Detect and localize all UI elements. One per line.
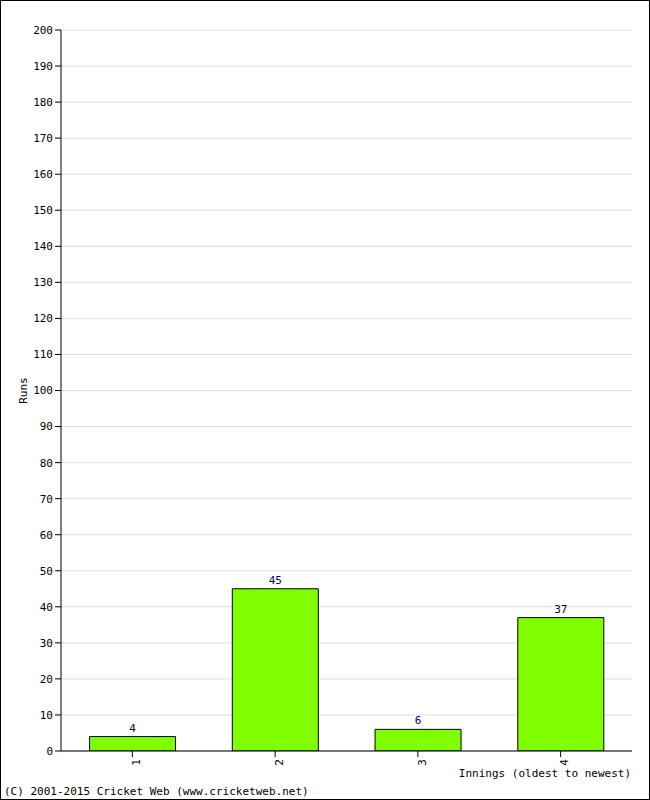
svg-text:90: 90	[40, 420, 53, 433]
svg-text:30: 30	[40, 637, 53, 650]
svg-text:4: 4	[558, 759, 571, 766]
svg-text:160: 160	[33, 168, 53, 181]
svg-text:80: 80	[40, 457, 53, 470]
svg-text:120: 120	[33, 312, 53, 325]
svg-text:70: 70	[40, 493, 53, 506]
svg-text:3: 3	[416, 759, 429, 766]
svg-text:20: 20	[40, 673, 53, 686]
svg-text:180: 180	[33, 96, 53, 109]
svg-text:Runs: Runs	[17, 377, 30, 404]
svg-text:0: 0	[46, 745, 53, 758]
svg-text:6: 6	[415, 714, 422, 727]
svg-text:200: 200	[33, 24, 53, 37]
svg-text:100: 100	[33, 384, 53, 397]
svg-text:130: 130	[33, 276, 53, 289]
svg-text:60: 60	[40, 529, 53, 542]
svg-text:4: 4	[129, 722, 136, 735]
svg-text:10: 10	[40, 709, 53, 722]
svg-text:110: 110	[33, 348, 53, 361]
svg-text:140: 140	[33, 240, 53, 253]
svg-text:2: 2	[273, 759, 286, 766]
svg-text:37: 37	[554, 603, 567, 616]
svg-text:50: 50	[40, 565, 53, 578]
html-text:(C) 2001-2015 Cricket Web (www: (C) 2001-2015 Cricket Web (www.cricketwe…	[4, 785, 309, 798]
html-text:Innings (oldest to newest): Innings (oldest to newest)	[458, 767, 631, 780]
svg-text:190: 190	[33, 60, 53, 73]
svg-text:45: 45	[269, 574, 282, 587]
svg-text:40: 40	[40, 601, 53, 614]
svg-text:150: 150	[33, 204, 53, 217]
svg-text:170: 170	[33, 132, 53, 145]
svg-text:1: 1	[130, 759, 143, 766]
